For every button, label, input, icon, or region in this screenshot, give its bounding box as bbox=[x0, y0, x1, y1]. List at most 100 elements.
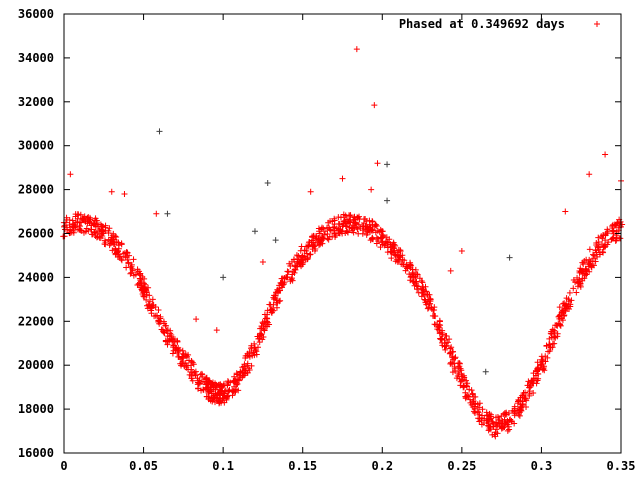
data-point-outlier bbox=[108, 188, 115, 195]
data-point bbox=[155, 306, 162, 313]
y-tick-label: 32000 bbox=[18, 95, 54, 109]
data-point bbox=[299, 252, 306, 259]
data-point bbox=[354, 214, 361, 221]
data-point bbox=[367, 228, 374, 235]
data-point bbox=[291, 269, 298, 276]
data-point bbox=[113, 238, 120, 245]
data-point bbox=[261, 311, 268, 318]
x-tick-label: 0.2 bbox=[371, 459, 393, 473]
data-point bbox=[77, 227, 84, 234]
data-point bbox=[604, 241, 611, 248]
data-point bbox=[526, 384, 533, 391]
data-point bbox=[297, 247, 304, 254]
data-point bbox=[79, 215, 86, 222]
data-point bbox=[505, 410, 512, 417]
data-point bbox=[589, 258, 596, 265]
data-point bbox=[335, 214, 342, 221]
data-point bbox=[350, 216, 357, 223]
data-point bbox=[423, 301, 430, 308]
data-point bbox=[273, 289, 280, 296]
data-point bbox=[534, 377, 541, 384]
data-point bbox=[466, 396, 473, 403]
data-point-outlier bbox=[458, 248, 465, 255]
data-point bbox=[161, 329, 168, 336]
data-point bbox=[579, 259, 586, 266]
data-point bbox=[188, 373, 195, 380]
data-point bbox=[115, 242, 122, 249]
data-point bbox=[379, 233, 386, 240]
data-point bbox=[363, 223, 370, 230]
data-point bbox=[581, 275, 588, 282]
data-point bbox=[593, 241, 600, 248]
data-point bbox=[448, 344, 455, 351]
data-point bbox=[485, 422, 492, 429]
data-point bbox=[122, 253, 129, 260]
data-point bbox=[495, 416, 502, 423]
data-point bbox=[347, 219, 354, 226]
data-point bbox=[516, 412, 523, 419]
y-tick-label: 26000 bbox=[18, 227, 54, 241]
data-point bbox=[224, 382, 231, 389]
data-point bbox=[316, 238, 323, 245]
data-point bbox=[110, 230, 117, 237]
data-point bbox=[488, 413, 495, 420]
data-point bbox=[214, 391, 221, 398]
data-point bbox=[134, 266, 141, 273]
data-point bbox=[546, 348, 553, 355]
data-point bbox=[240, 363, 247, 370]
data-point bbox=[257, 330, 264, 337]
data-point bbox=[531, 375, 538, 382]
data-point bbox=[529, 379, 536, 386]
data-point bbox=[272, 292, 279, 299]
data-point bbox=[260, 323, 267, 330]
data-point bbox=[547, 344, 554, 351]
data-point-outlier bbox=[153, 210, 160, 217]
data-point bbox=[151, 313, 158, 320]
data-point-outlier bbox=[353, 46, 360, 53]
data-point bbox=[317, 239, 324, 246]
data-point bbox=[224, 378, 231, 385]
data-point bbox=[145, 301, 152, 308]
data-point bbox=[453, 375, 460, 382]
x-tick-label: 0 bbox=[60, 459, 67, 473]
data-point bbox=[526, 388, 533, 395]
data-point bbox=[188, 366, 195, 373]
data-point bbox=[551, 340, 558, 347]
data-point bbox=[543, 343, 550, 350]
data-point bbox=[322, 228, 329, 235]
data-point bbox=[110, 241, 117, 248]
data-point bbox=[304, 254, 311, 261]
data-point bbox=[602, 237, 609, 244]
data-point bbox=[389, 249, 396, 256]
data-point-dark bbox=[482, 368, 489, 375]
data-point bbox=[198, 387, 205, 394]
axis-ticks: 0 0.05 0.1 0.15 0.2 0.25 0.3 0.35 16000 18000 2000… bbox=[18, 7, 636, 473]
data-point bbox=[450, 356, 457, 363]
data-point-outlier bbox=[562, 208, 569, 215]
data-point bbox=[398, 261, 405, 268]
data-point-outlier bbox=[193, 316, 200, 323]
data-point bbox=[87, 226, 94, 233]
data-point bbox=[285, 268, 292, 275]
data-point bbox=[534, 365, 541, 372]
data-point bbox=[212, 390, 219, 397]
data-point bbox=[476, 411, 483, 418]
data-point bbox=[419, 286, 426, 293]
data-point bbox=[369, 218, 376, 225]
y-tick-label: 22000 bbox=[18, 314, 54, 328]
data-point bbox=[93, 234, 100, 241]
data-point bbox=[460, 382, 467, 389]
y-tick-label: 34000 bbox=[18, 51, 54, 65]
data-point bbox=[225, 379, 232, 386]
data-point bbox=[564, 305, 571, 312]
data-point-outlier bbox=[67, 171, 74, 178]
data-point bbox=[517, 394, 524, 401]
data-point bbox=[174, 337, 181, 344]
data-point bbox=[99, 223, 106, 230]
data-point bbox=[306, 251, 313, 258]
data-point bbox=[93, 217, 100, 224]
data-point bbox=[287, 262, 294, 269]
data-point bbox=[506, 417, 513, 424]
data-point bbox=[613, 234, 620, 241]
data-point bbox=[253, 348, 260, 355]
